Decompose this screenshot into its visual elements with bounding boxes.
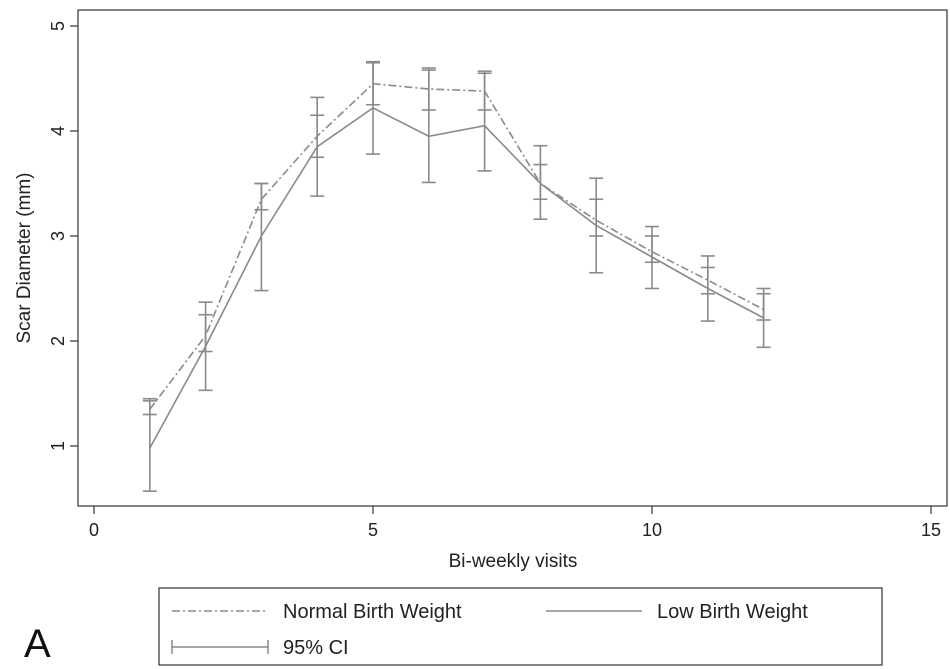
y-tick-label: 3 [48,231,68,241]
y-axis-title: Scar Diameter (mm) [14,172,35,343]
series-line [149,82,764,410]
legend-label-low: Low Birth Weight [657,601,808,623]
axes: 0 5 10 15 1 2 3 4 5 [48,9,948,540]
x-axis-title: Bi-weekly visits [449,551,578,572]
plot-frame [77,9,948,507]
y-tick-label: 5 [48,21,68,31]
ci-bar [421,69,436,184]
x-tick-label: 10 [642,520,662,540]
y-tick-label: 1 [48,441,68,451]
series-line [149,106,764,449]
confidence-intervals [142,60,771,492]
y-tick-label: 2 [48,336,68,346]
x-tick-label: 15 [921,520,941,540]
x-tick-label: 5 [368,520,378,540]
x-tick-label: 0 [89,520,99,540]
legend-label-ci: 95% CI [283,637,349,659]
series-lines [149,82,764,449]
legend-swatch-ci [171,640,269,654]
legend: Normal Birth Weight Low Birth Weight 95%… [158,587,883,666]
ci-bar [142,400,157,492]
ci-bar [477,70,492,172]
legend-box [158,587,883,666]
panel-label: A [24,622,51,666]
legend-label-normal: Normal Birth Weight [283,601,462,623]
y-tick-label: 4 [48,126,68,136]
